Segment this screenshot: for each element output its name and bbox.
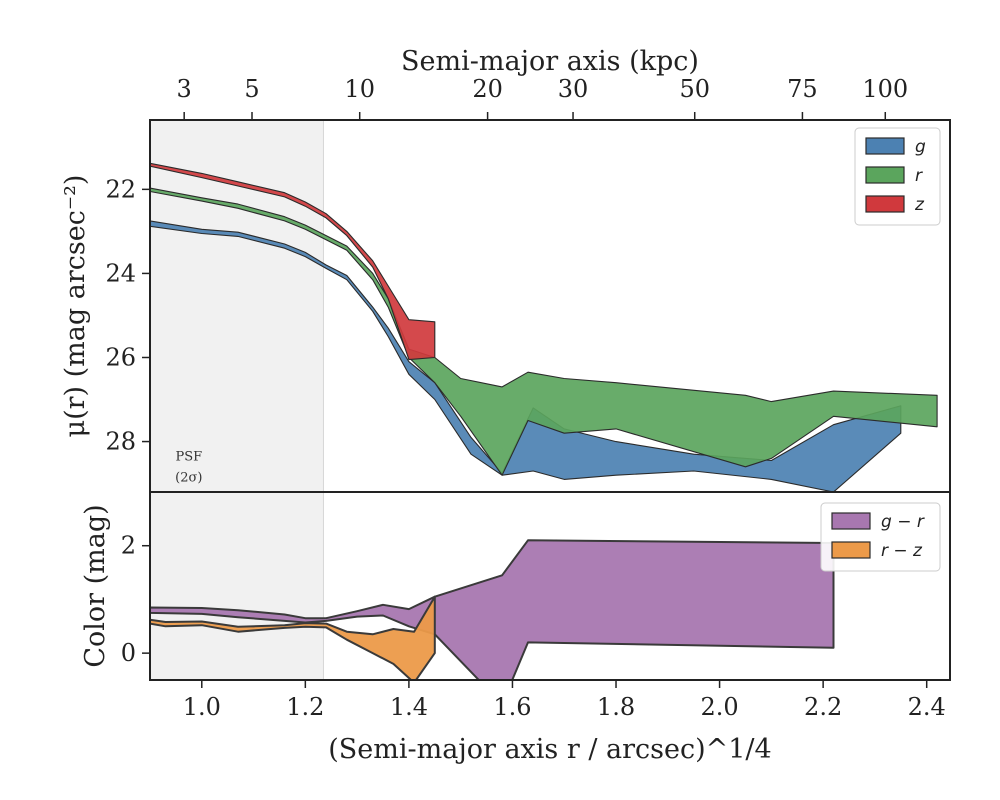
- legend-label-r: r: [915, 166, 923, 186]
- top-x-tick-label: 100: [862, 75, 908, 103]
- x-tick-label: 1.2: [286, 693, 324, 721]
- x-tick-label: 2.0: [700, 693, 738, 721]
- legend-label-z: z: [914, 195, 925, 215]
- y-tick-label: 26: [105, 343, 136, 371]
- series-band-g-r: [150, 539, 835, 680]
- legend-swatch-r-z: [831, 541, 871, 559]
- psf-shaded-region: [150, 120, 324, 680]
- top-x-tick-label: 75: [787, 75, 818, 103]
- series-band-g: [150, 220, 902, 492]
- x-tick-label: 1.0: [183, 693, 221, 721]
- top-x-tick-label: 50: [679, 75, 710, 103]
- x-tick-label: 1.8: [597, 693, 635, 721]
- legend-swatch-r: [865, 166, 905, 184]
- x-axis-title: (Semi-major axis r / arcsec)^1/4: [328, 734, 771, 765]
- x-tick-label: 2.2: [804, 693, 842, 721]
- psf-label-sigma: (2σ): [175, 470, 202, 485]
- legend-swatch-g-r: [831, 512, 871, 530]
- series-band-r: [150, 187, 938, 476]
- series-band-r-z: [150, 595, 436, 680]
- legend-label-g: g: [915, 137, 926, 157]
- bottom-panel-frame: [149, 491, 951, 681]
- legend-swatch-z: [865, 195, 905, 213]
- top-x-tick-label: 5: [244, 75, 259, 103]
- top-x-tick-label: 3: [177, 75, 192, 103]
- legend-swatch-g: [865, 137, 905, 155]
- y-tick-label: 28: [105, 428, 136, 456]
- psf-label: PSF: [175, 449, 202, 464]
- bottom-y-axis-title: Color (mag): [80, 504, 111, 667]
- top-x-tick-label: 30: [558, 75, 589, 103]
- legend-label-r-z: r − z: [881, 541, 923, 561]
- top-y-axis-title: μ(r) (mag arcsec⁻²): [60, 175, 91, 438]
- top-x-axis-title: Semi-major axis (kpc): [401, 46, 699, 77]
- top-x-tick-label: 10: [344, 75, 375, 103]
- x-tick-label: 1.4: [390, 693, 428, 721]
- y-tick-label: 2: [121, 532, 136, 560]
- legend-label-g-r: g − r: [881, 512, 925, 532]
- x-tick-label: 1.6: [493, 693, 531, 721]
- top-x-tick-label: 20: [472, 75, 503, 103]
- y-tick-label: 22: [105, 175, 136, 203]
- y-tick-label: 0: [121, 639, 136, 667]
- y-tick-label: 24: [105, 259, 136, 287]
- x-tick-label: 2.4: [908, 693, 946, 721]
- series-band-z: [150, 162, 436, 361]
